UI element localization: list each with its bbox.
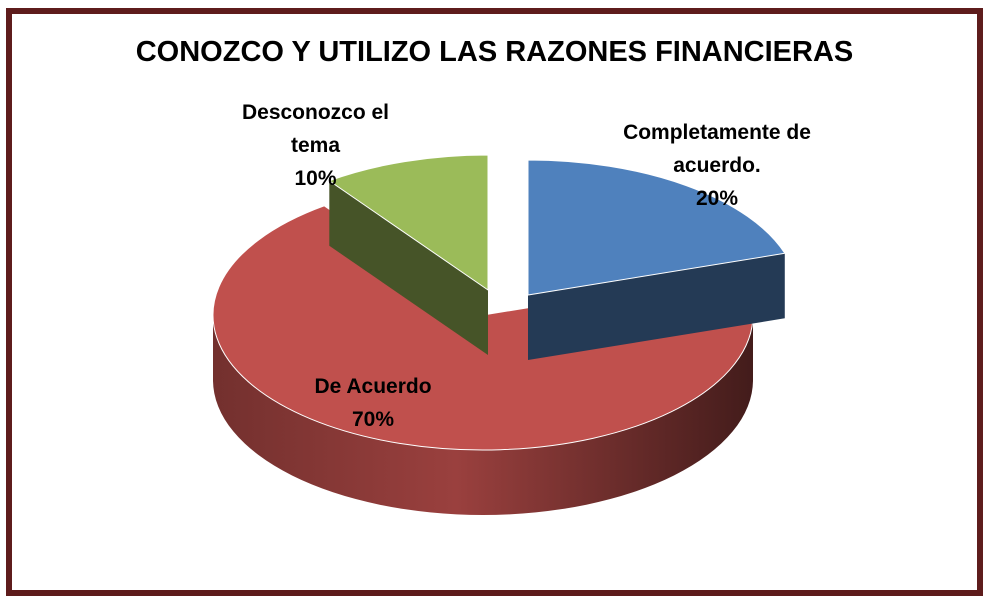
data-label: De Acuerdo 70% <box>278 370 468 436</box>
value-label: 20% <box>695 187 739 210</box>
slice-side <box>329 180 488 355</box>
chart-border <box>6 8 983 596</box>
category-label: Completamente de acuerdo. <box>623 121 811 177</box>
category-label: De Acuerdo <box>314 375 432 398</box>
data-label: Desconozco el tema 10% <box>228 96 403 195</box>
slice-group <box>328 154 489 355</box>
value-label: 10% <box>294 167 337 190</box>
slice <box>328 154 489 291</box>
data-label: Completamente de acuerdo. 20% <box>622 116 812 215</box>
value-label: 70% <box>351 408 395 431</box>
slice-side <box>528 253 785 360</box>
slice <box>527 159 786 296</box>
slice-group <box>527 159 786 360</box>
category-label: Desconozco el tema <box>241 101 390 157</box>
slice-side <box>213 315 753 515</box>
chart-title: CONOZCO Y UTILIZO LAS RAZONES FINANCIERA… <box>135 36 854 68</box>
